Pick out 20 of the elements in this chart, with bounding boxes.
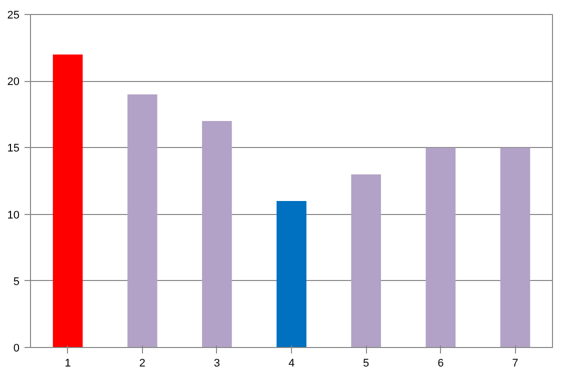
x-tick-label: 6 (438, 358, 444, 370)
x-tick-label: 1 (64, 358, 71, 370)
y-tick-label: 25 (7, 10, 20, 22)
x-tick-label: 4 (288, 358, 295, 370)
x-tick-label: 5 (363, 358, 370, 370)
y-tick-label: 0 (13, 342, 20, 354)
x-tick-label: 3 (214, 358, 220, 370)
bar (500, 148, 530, 348)
y-tick-label: 15 (7, 142, 20, 155)
bar (127, 94, 158, 348)
bar (276, 200, 306, 348)
y-tick-label: 10 (7, 209, 20, 222)
bar (202, 121, 232, 348)
x-tick-label: 7 (512, 358, 518, 370)
y-tick-label: 20 (7, 76, 20, 88)
x-tick-label: 2 (139, 358, 146, 370)
bar (426, 148, 456, 348)
y-tick-label: 5 (13, 276, 20, 288)
bar (351, 174, 381, 348)
bar (52, 54, 83, 348)
